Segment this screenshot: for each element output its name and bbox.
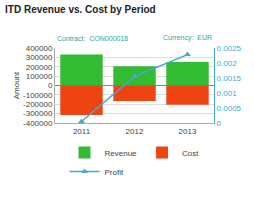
svg-text:-100000: -100000 <box>23 91 53 100</box>
svg-text:-300000: -300000 <box>23 109 53 118</box>
svg-text:0.0005: 0.0005 <box>217 104 242 113</box>
svg-text:200000: 200000 <box>26 63 53 72</box>
svg-text:0: 0 <box>217 119 222 128</box>
svg-text:2013: 2013 <box>179 127 197 136</box>
svg-text:0.001: 0.001 <box>217 89 238 98</box>
svg-text:Currency: EUR: Currency: EUR <box>163 34 212 42</box>
svg-text:100000: 100000 <box>26 72 53 81</box>
svg-text:Contract: CON000018: Contract: CON000018 <box>57 35 128 42</box>
svg-text:-200000: -200000 <box>23 100 53 109</box>
svg-text:0: 0 <box>48 81 53 90</box>
svg-text:Cost: Cost <box>182 149 199 158</box>
svg-text:300000: 300000 <box>26 53 53 62</box>
svg-text:Profit: Profit <box>105 168 124 177</box>
svg-text:0.0015: 0.0015 <box>217 74 242 83</box>
svg-text:2011: 2011 <box>73 127 91 136</box>
svg-text:Amount: Amount <box>12 71 21 99</box>
svg-text:0.002: 0.002 <box>217 59 238 68</box>
svg-text:ITD Revenue vs. Cost by Period: ITD Revenue vs. Cost by Period <box>5 4 156 15</box>
svg-text:Revenue: Revenue <box>105 149 138 158</box>
svg-text:0.0025: 0.0025 <box>217 44 242 53</box>
svg-text:2012: 2012 <box>126 127 144 136</box>
svg-text:400000: 400000 <box>26 44 53 53</box>
svg-text:-400000: -400000 <box>23 119 53 128</box>
